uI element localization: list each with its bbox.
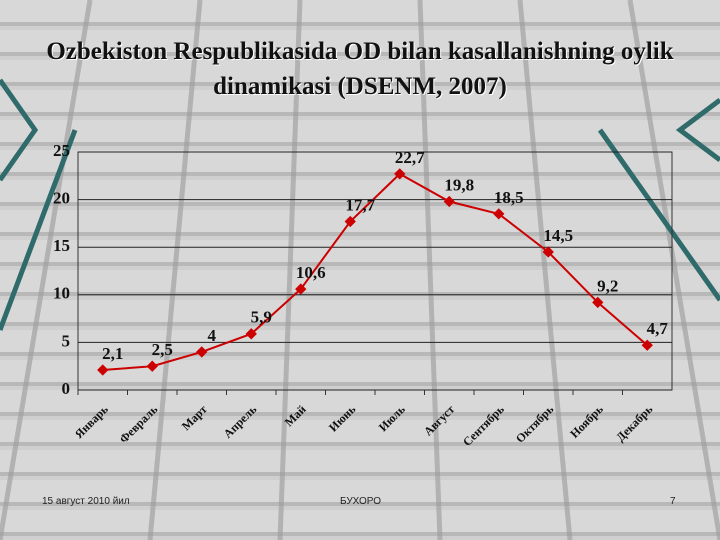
x-tick-label: Июль	[376, 402, 408, 434]
x-tick-label: Август	[421, 402, 457, 438]
data-label: 14,5	[543, 226, 573, 245]
data-point	[196, 346, 208, 358]
footer-date: 15 август 2010 йил	[42, 496, 130, 507]
y-tick-label: 20	[53, 189, 70, 208]
data-point	[394, 168, 406, 180]
data-label: 17,7	[345, 195, 375, 214]
data-label: 10,6	[296, 263, 326, 282]
y-tick-label: 15	[53, 236, 70, 255]
data-point	[146, 360, 158, 372]
x-tick-label: Апрель	[221, 402, 260, 441]
data-point	[443, 195, 455, 208]
chart-title: Ozbekiston Respublikasida OD bilan kasal…	[46, 38, 674, 100]
x-tick-label: Декабрь	[613, 402, 656, 445]
data-label: 9,2	[597, 276, 618, 295]
data-label: 2,5	[152, 340, 173, 359]
footer-place: БУХОРО	[340, 496, 382, 507]
data-point	[344, 215, 356, 228]
x-tick-label: Январь	[72, 402, 111, 441]
data-point	[295, 283, 307, 295]
data-point	[592, 296, 604, 309]
data-point	[641, 339, 653, 351]
y-tick-label: 25	[53, 141, 70, 160]
data-label: 2,1	[102, 344, 123, 363]
decoration-chevrons	[0, 78, 720, 331]
x-tick-label: Март	[179, 402, 210, 433]
data-label: 18,5	[494, 188, 524, 207]
data-label: 4	[208, 326, 217, 345]
data-label: 5,9	[251, 308, 272, 327]
x-tick-label: Февраль	[116, 402, 160, 446]
data-point	[493, 208, 505, 220]
data-point	[97, 364, 109, 376]
footer-page: 7	[670, 496, 676, 507]
x-tick-label: Сентябрь	[460, 402, 507, 449]
x-tick-label: Октябрь	[513, 402, 557, 446]
data-label: 4,7	[647, 319, 669, 338]
data-line	[102, 172, 648, 372]
x-tick-label: Ноябрь	[567, 402, 606, 441]
data-point	[542, 246, 554, 258]
data-point	[245, 328, 257, 340]
data-label: 19,8	[444, 175, 474, 194]
x-tick-label: Июнь	[326, 402, 359, 435]
y-tick-label: 10	[53, 284, 70, 303]
y-tick-label: 5	[62, 331, 71, 350]
y-tick-label: 0	[62, 379, 71, 398]
data-label: 22,7	[395, 148, 425, 167]
